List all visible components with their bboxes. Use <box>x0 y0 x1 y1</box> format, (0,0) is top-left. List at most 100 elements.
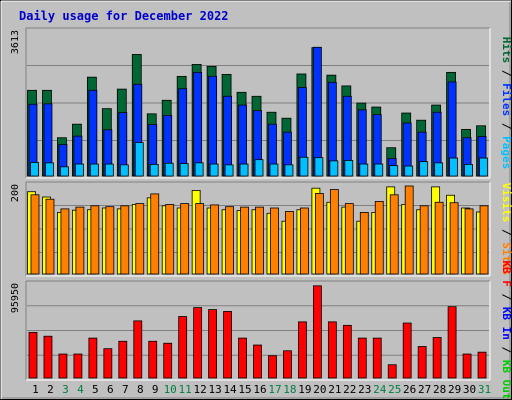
bar-kbytes-day-29 <box>447 306 457 379</box>
bar-sites-day-28 <box>434 201 444 275</box>
bar-sites-day-10 <box>165 204 175 275</box>
bar-sites-day-1 <box>30 194 40 275</box>
x-tick-label-day-2: 2 <box>47 383 54 396</box>
y-max-label-visits-sites: 200 <box>10 184 21 202</box>
x-tick-label-day-19: 19 <box>298 383 311 396</box>
bar-pages-day-4 <box>75 163 84 177</box>
bar-pages-day-26 <box>404 165 414 177</box>
bar-pages-day-25 <box>389 165 399 177</box>
bar-sites-day-29 <box>449 202 459 275</box>
bar-files-day-12 <box>193 71 203 177</box>
bar-pages-day-23 <box>359 163 369 177</box>
bar-sites-day-13 <box>210 204 220 275</box>
x-tick-label-day-26: 26 <box>403 383 416 396</box>
bar-files-day-5 <box>88 89 98 177</box>
bar-pages-day-24 <box>374 163 384 177</box>
x-tick-label-day-6: 6 <box>107 383 114 396</box>
x-tick-label-day-23: 23 <box>358 383 371 396</box>
bar-sites-day-18 <box>285 211 294 275</box>
legend-sites: Sites <box>500 242 512 275</box>
x-tick-label-day-28: 28 <box>433 383 446 396</box>
bar-pages-day-29 <box>449 157 458 177</box>
bar-kbytes-day-13 <box>208 309 218 379</box>
bar-sites-day-6 <box>105 206 115 275</box>
bar-pages-day-28 <box>434 162 444 177</box>
bar-kbytes-day-26 <box>402 322 412 379</box>
x-tick-label-day-7: 7 <box>122 383 129 396</box>
legend-panel-2-text: Visits / Sites <box>500 183 512 276</box>
x-tick-label-day-5: 5 <box>92 383 99 396</box>
bar-sites-day-14 <box>225 206 234 275</box>
bar-pages-day-30 <box>464 164 473 177</box>
bar-pages-day-31 <box>479 157 488 177</box>
bar-kbytes-day-17 <box>268 355 277 379</box>
bar-sites-day-19 <box>300 207 309 275</box>
bar-pages-day-16 <box>254 159 264 177</box>
bar-kbytes-day-11 <box>178 316 188 379</box>
legend-files: Files <box>500 83 512 116</box>
bar-sites-day-16 <box>255 206 264 275</box>
bar-pages-day-3 <box>60 166 69 177</box>
bar-sites-day-24 <box>374 200 384 275</box>
bar-kbytes-day-10 <box>163 342 173 379</box>
x-tick-label-day-8: 8 <box>137 383 144 396</box>
bar-sites-day-26 <box>404 185 414 275</box>
bar-sites-day-17 <box>270 207 279 275</box>
bar-sites-day-25 <box>389 194 399 275</box>
legend-hits: Hits <box>500 37 512 64</box>
x-tick-label-day-24: 24 <box>373 383 387 396</box>
bar-sites-day-22 <box>344 203 354 275</box>
bar-kbytes-day-6 <box>103 348 113 379</box>
x-tick-label-day-9: 9 <box>152 383 159 396</box>
legend-panel-1: Hits / Files / Pages <box>500 37 512 170</box>
legend-kb-f: KB F <box>500 260 512 287</box>
bar-pages-day-1 <box>30 162 39 177</box>
bar-sites-day-4 <box>75 206 85 275</box>
bar-sites-day-27 <box>419 205 429 275</box>
bar-pages-day-9 <box>149 164 159 177</box>
bar-kbytes-day-3 <box>58 353 68 379</box>
bar-pages-day-10 <box>164 162 174 177</box>
bar-sites-day-23 <box>359 211 369 275</box>
bar-kbytes-day-27 <box>417 346 427 379</box>
bar-kbytes-day-15 <box>238 337 247 379</box>
bar-kbytes-day-5 <box>88 337 98 379</box>
bar-pages-day-11 <box>179 163 189 177</box>
bar-kbytes-day-31 <box>477 351 487 379</box>
x-tick-label-day-21: 21 <box>328 383 341 396</box>
x-tick-label-day-14: 14 <box>223 383 237 396</box>
bar-kbytes-day-16 <box>253 344 262 379</box>
bar-pages-day-19 <box>299 156 309 177</box>
bar-pages-day-13 <box>209 163 219 177</box>
bar-kbytes-day-30 <box>462 353 472 379</box>
bar-pages-day-21 <box>329 160 339 177</box>
bar-sites-day-7 <box>120 205 130 275</box>
x-tick-label-day-20: 20 <box>313 383 326 396</box>
bar-files-day-14 <box>223 95 232 177</box>
x-tick-label-day-15: 15 <box>238 383 251 396</box>
legend-pages: Pages <box>500 136 512 169</box>
x-tick-label-day-25: 25 <box>388 383 401 396</box>
bar-sites-day-9 <box>150 193 160 275</box>
bar-sites-day-20 <box>314 193 324 275</box>
bar-sites-day-21 <box>329 189 339 275</box>
bar-sites-day-31 <box>479 205 489 275</box>
bar-files-day-20 <box>312 46 322 177</box>
bar-pages-day-18 <box>284 164 294 177</box>
bar-sites-day-8 <box>135 203 145 275</box>
x-tick-label-day-11: 11 <box>179 383 192 396</box>
bar-kbytes-day-23 <box>357 337 367 379</box>
legend-panel-2: Visits / Sites <box>500 183 512 276</box>
bar-sites-day-3 <box>60 208 70 275</box>
bar-kbytes-day-25 <box>387 364 397 379</box>
legend-panel-3: KB F / KB In / KB Out <box>500 260 512 399</box>
x-tick-label-day-30: 30 <box>463 383 476 396</box>
x-tick-label-day-22: 22 <box>343 383 356 396</box>
bar-sites-day-5 <box>90 205 100 275</box>
x-tick-label-day-31: 31 <box>478 383 491 396</box>
bar-pages-day-6 <box>104 163 114 177</box>
bar-kbytes-day-18 <box>283 350 292 379</box>
bar-kbytes-day-12 <box>193 307 203 379</box>
x-tick-label-day-29: 29 <box>448 383 461 396</box>
bar-pages-day-27 <box>419 161 429 177</box>
